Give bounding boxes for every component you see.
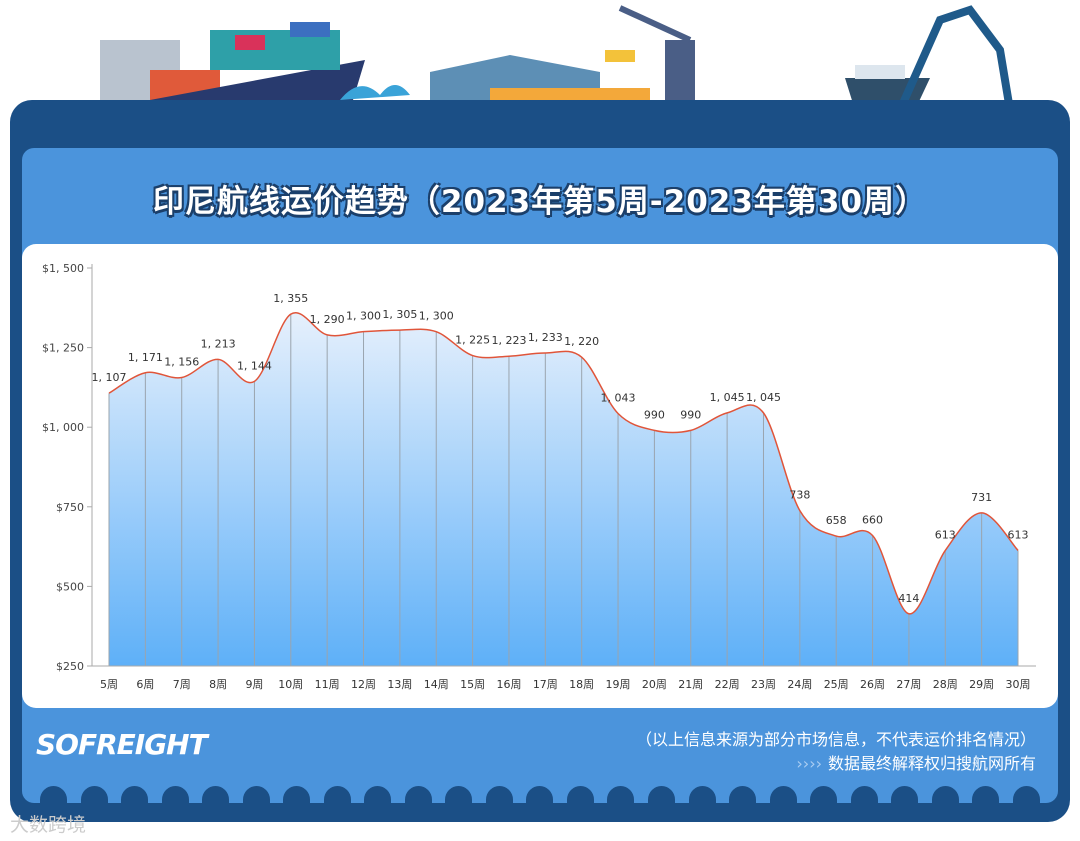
data-label: 613: [935, 528, 956, 541]
data-label: 1, 045: [746, 391, 781, 404]
x-tick-label: 16周: [496, 678, 521, 691]
y-tick-label: $1, 500: [42, 262, 84, 275]
data-label: 613: [1008, 528, 1029, 541]
x-tick-label: 11周: [315, 678, 340, 691]
y-tick-label: $250: [56, 660, 84, 673]
rights-note: ›››› 数据最终解释权归搜航网所有: [796, 750, 1036, 774]
data-label: 1, 144: [237, 359, 272, 372]
data-label: 990: [680, 408, 701, 421]
chart-title: 印尼航线运价趋势（2023年第5周-2023年第30周）: [152, 184, 928, 220]
x-tick-label: 24周: [787, 678, 812, 691]
rights-text: 数据最终解释权归搜航网所有: [827, 754, 1036, 773]
x-tick-label: 10周: [278, 678, 303, 691]
data-label: 658: [826, 514, 847, 527]
x-tick-label: 20周: [642, 678, 667, 691]
data-label: 731: [971, 491, 992, 504]
x-tick-label: 23周: [751, 678, 776, 691]
data-label: 1, 300: [419, 310, 454, 323]
data-label: 1, 043: [601, 392, 636, 405]
line-area-chart: $250 $500 $750 $1, 000 $1, 250 $1, 500 5周 6周 7周 8…: [42, 262, 1036, 691]
data-label: 1, 225: [455, 334, 490, 347]
y-tick-label: $1, 250: [42, 342, 84, 355]
x-tick-label: 6周: [136, 678, 154, 691]
x-tick-label: 15周: [460, 678, 485, 691]
x-tick-label: 22周: [715, 678, 740, 691]
data-label: 1, 156: [164, 356, 199, 369]
y-tick-label: $1, 000: [42, 421, 84, 434]
source-note: （以上信息来源为部分市场信息，不代表运价排名情况）: [635, 730, 1036, 749]
shipping-illustration: [100, 5, 1014, 112]
x-tick-label: 7周: [173, 678, 191, 691]
data-label: 1, 233: [528, 331, 563, 344]
data-label: 1, 355: [273, 292, 308, 305]
data-label: 660: [862, 513, 883, 526]
data-label: 414: [898, 592, 919, 605]
x-tick-label: 28周: [933, 678, 958, 691]
y-tick-label: $750: [56, 501, 84, 514]
x-tick-label: 17周: [533, 678, 558, 691]
data-label: 1, 171: [128, 351, 163, 364]
x-tick-label: 14周: [424, 678, 449, 691]
data-label: 1, 305: [382, 308, 417, 321]
x-tick-label: 26周: [860, 678, 885, 691]
y-tick-label: $500: [56, 580, 84, 593]
x-tick-label: 9周: [245, 678, 263, 691]
data-label: 1, 213: [201, 337, 236, 350]
data-label: 1, 300: [346, 310, 381, 323]
x-tick-label: 18周: [569, 678, 594, 691]
chart-card: $250 $500 $750 $1, 000 $1, 250 $1, 500 5周 6周 7周 8…: [22, 244, 1058, 708]
data-label: 990: [644, 408, 665, 421]
x-tick-label: 27周: [896, 678, 921, 691]
sofreight-logo: SOFREIGHT: [36, 728, 208, 761]
watermark: 大数跨境: [10, 814, 87, 836]
data-label: 1, 045: [710, 391, 745, 404]
data-label: 738: [789, 489, 810, 502]
decorative-scallops: [40, 786, 1040, 806]
x-tick-label: 5周: [100, 678, 118, 691]
x-tick-label: 8周: [209, 678, 227, 691]
x-tick-label: 21周: [678, 678, 703, 691]
series-line: [108, 311, 1019, 615]
x-tick-label: 12周: [351, 678, 376, 691]
data-label: 1, 220: [564, 335, 599, 348]
x-tick-label: 25周: [824, 678, 849, 691]
arrows-icon: ››››: [796, 754, 822, 773]
x-tick-label: 13周: [387, 678, 412, 691]
data-label: 1, 223: [491, 334, 526, 347]
data-label: 1, 290: [310, 313, 345, 326]
x-tick-label: 30周: [1006, 678, 1031, 691]
data-label: 1, 107: [92, 371, 127, 384]
x-tick-label: 19周: [606, 678, 631, 691]
area-fill: [109, 312, 1018, 666]
x-tick-label: 29周: [969, 678, 994, 691]
